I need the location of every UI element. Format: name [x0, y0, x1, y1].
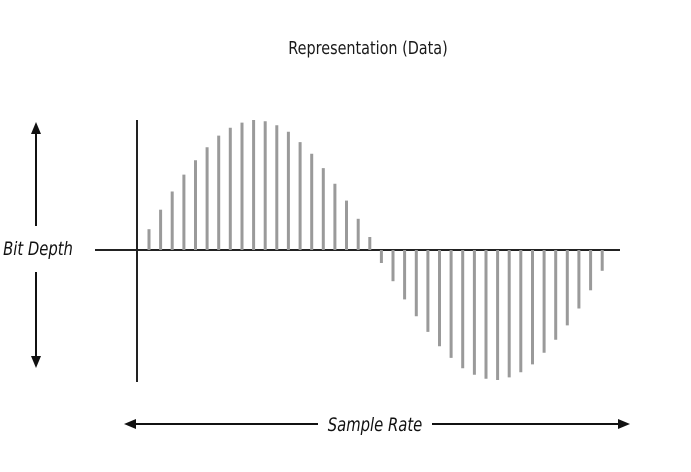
sample-bars [147, 120, 604, 380]
bit-depth-arrow [31, 122, 41, 368]
diagram-title: Representation (Data) [288, 37, 447, 58]
sample-rate-label: Sample Rate [328, 414, 422, 436]
bit-depth-label: Bit Depth [3, 238, 73, 260]
sample-rate-arrow [124, 419, 630, 429]
